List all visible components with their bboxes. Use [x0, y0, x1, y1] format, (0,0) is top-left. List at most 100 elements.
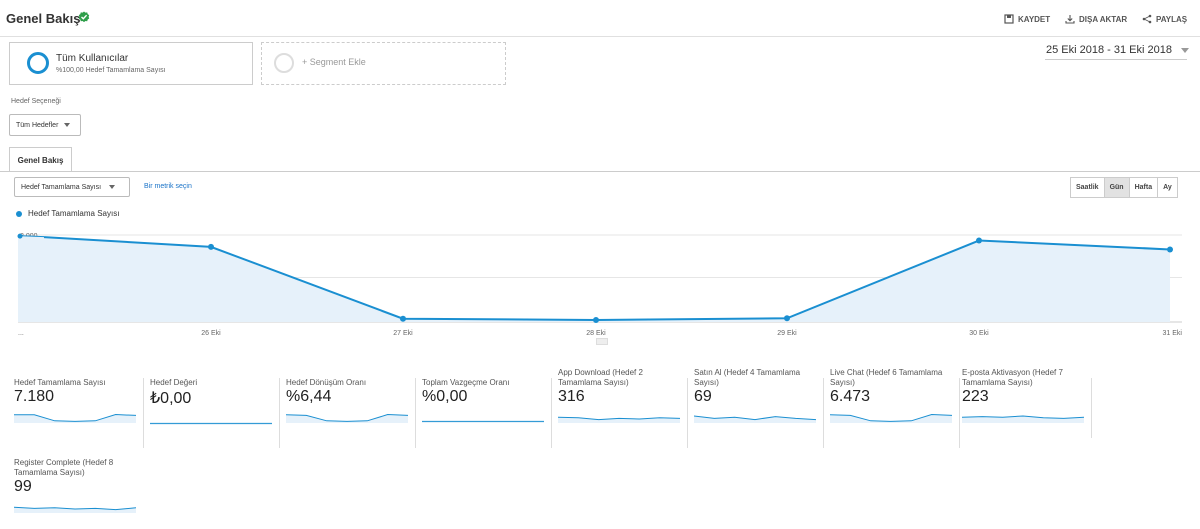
- kpi-sparkline: [422, 420, 544, 423]
- goal-option-value: Tüm Hedefler: [16, 121, 59, 129]
- kpi-sparkline: [558, 416, 680, 423]
- goal-option-label: Hedef Seçeneği: [11, 98, 61, 105]
- kpi-label: Hedef Dönüşüm Oranı: [286, 378, 367, 387]
- granularity-week[interactable]: Hafta: [1130, 178, 1159, 197]
- kpi-tile[interactable]: Hedef Dönüşüm Oranı %6,44: [286, 368, 408, 438]
- kpi-divider: [687, 378, 688, 448]
- kpi-sparkline: [694, 415, 816, 423]
- kpi-label: Hedef Tamamlama Sayısı: [14, 378, 106, 387]
- sparkline-area: [14, 414, 136, 423]
- kpi-sparkline: [286, 414, 408, 423]
- date-range: 25 Eki 2018 - 31 Eki 2018: [1046, 44, 1172, 56]
- segment-name: Tüm Kullanıcılar: [56, 53, 129, 64]
- sparkline-area: [962, 416, 1084, 423]
- kpi-label: Satın Al (Hedef 4 Tamamlama Sayısı): [694, 368, 801, 387]
- chevron-down-icon: [64, 123, 71, 127]
- verified-check-icon: [78, 11, 90, 23]
- kpi-tile[interactable]: E-posta Aktivasyon (Hedef 7 Tamamlama Sa…: [962, 368, 1084, 438]
- sparkline-line: [558, 416, 680, 421]
- tab-overview[interactable]: Genel Bakış: [9, 147, 72, 172]
- kpi-label: Register Complete (Hedef 8 Tamamlama Say…: [14, 458, 114, 477]
- download-icon: [1065, 15, 1075, 24]
- metric-dropdown[interactable]: Hedef Tamamlama Sayısı: [14, 177, 130, 197]
- data-point: [17, 233, 23, 239]
- kpi-tile[interactable]: Toplam Vazgeçme Oranı %0,00: [422, 368, 544, 438]
- kpi-sparkline: [830, 414, 952, 423]
- sparkline-area: [286, 414, 408, 423]
- share-button[interactable]: PAYLAŞ: [1142, 14, 1187, 24]
- segment-ring-icon: [27, 52, 49, 74]
- chevron-down-icon: [109, 185, 116, 189]
- kpi-sparkline: [14, 414, 136, 423]
- kpi-divider: [279, 378, 280, 448]
- data-point: [1167, 246, 1173, 253]
- x-tick-label: ...: [18, 330, 24, 337]
- share-icon: [1142, 14, 1152, 24]
- save-icon: [1004, 14, 1014, 24]
- kpi-label: App Download (Hedef 2 Tamamlama Sayısı): [558, 368, 643, 387]
- sparkline-line: [962, 415, 1084, 419]
- x-tick-label: 30 Eki: [969, 330, 989, 337]
- export-button[interactable]: DIŞA AKTAR: [1065, 14, 1127, 24]
- x-tick-label: 31 Eki: [1163, 330, 1183, 337]
- kpi-label: Live Chat (Hedef 6 Tamamlama Sayısı): [830, 368, 943, 387]
- date-underline: [1045, 59, 1187, 60]
- page-title: Genel Bakış: [6, 11, 81, 26]
- kpi-label: E-posta Aktivasyon (Hedef 7 Tamamlama Sa…: [962, 368, 1063, 387]
- goal-option-dropdown[interactable]: Tüm Hedefler: [9, 114, 81, 136]
- kpi-label: Hedef Değeri: [150, 378, 198, 387]
- kpi-value: 316: [558, 388, 585, 405]
- sparkline-line: [286, 414, 408, 422]
- granularity-toggle: Saatlik Gün Hafta Ay: [1070, 177, 1178, 198]
- tab-divider: [0, 171, 1200, 172]
- kpi-value: 6.473: [830, 388, 871, 405]
- add-segment-label: + Segment Ekle: [302, 57, 366, 67]
- x-tick-label: 26 Eki: [201, 330, 221, 337]
- empty-segment-ring-icon: [274, 53, 294, 73]
- kpi-tile[interactable]: Hedef Değeri ₺0,00: [150, 368, 272, 438]
- series-area-lead: [18, 236, 44, 322]
- kpi-tile[interactable]: Satın Al (Hedef 4 Tamamlama Sayısı) 69: [694, 368, 816, 438]
- kpi-sparkline: [962, 415, 1084, 423]
- sparkline-line: [694, 415, 816, 421]
- kpi-sparkline: [14, 506, 136, 513]
- kpi-tile[interactable]: Register Complete (Hedef 8 Tamamlama Say…: [14, 458, 136, 528]
- chevron-down-icon: [1181, 47, 1190, 53]
- date-range-picker[interactable]: 25 Eki 2018 - 31 Eki 2018: [1046, 44, 1190, 56]
- kpi-divider: [143, 378, 144, 448]
- sparkline-line: [14, 414, 136, 422]
- legend-dot: [16, 211, 22, 217]
- kpi-value: ₺0,00: [150, 390, 192, 407]
- kpi-tile[interactable]: App Download (Hedef 2 Tamamlama Sayısı) 3…: [558, 368, 680, 438]
- kpi-tile[interactable]: Hedef Tamamlama Sayısı 7.180: [14, 368, 136, 438]
- data-point: [208, 243, 214, 250]
- legend-label: Hedef Tamamlama Sayısı: [28, 209, 120, 218]
- kpi-tile[interactable]: Live Chat (Hedef 6 Tamamlama Sayısı) 6.47…: [830, 368, 952, 438]
- granularity-month[interactable]: Ay: [1163, 184, 1172, 191]
- save-button[interactable]: KAYDET: [1004, 14, 1050, 24]
- sparkline-area: [830, 414, 952, 423]
- sparkline-line: [14, 506, 136, 511]
- x-tick-label: 29 Eki: [777, 330, 797, 337]
- x-tick-label: 27 Eki: [393, 330, 413, 337]
- segment-subtitle: %100,00 Hedef Tamamlama Sayısı: [56, 67, 166, 74]
- kpi-divider: [415, 378, 416, 448]
- x-tick-label: 28 Eki: [586, 330, 606, 337]
- kpi-sparkline: [150, 422, 272, 425]
- kpi-value: 69: [694, 388, 712, 405]
- top-bar: Genel Bakış KAYDET DIŞA AKTAR PAYLAŞ: [0, 0, 1200, 37]
- kpi-value: 223: [962, 388, 989, 405]
- save-label: KAYDET: [1018, 14, 1051, 24]
- granularity-hourly[interactable]: Saatlik: [1071, 178, 1105, 197]
- granularity-day[interactable]: Gün: [1104, 178, 1130, 197]
- kpi-value: 99: [14, 478, 32, 495]
- select-metric-link[interactable]: Bir metrik seçin: [144, 183, 192, 190]
- chart-resize-handle[interactable]: [596, 338, 608, 345]
- export-label: DIŞA AKTAR: [1079, 14, 1128, 24]
- segment-all-users[interactable]: Tüm Kullanıcılar %100,00 Hedef Tamamlama…: [9, 42, 253, 85]
- data-point: [976, 237, 982, 244]
- kpi-divider: [823, 378, 824, 448]
- kpi-divider: [959, 378, 960, 448]
- add-segment-button[interactable]: + Segment Ekle: [261, 42, 506, 85]
